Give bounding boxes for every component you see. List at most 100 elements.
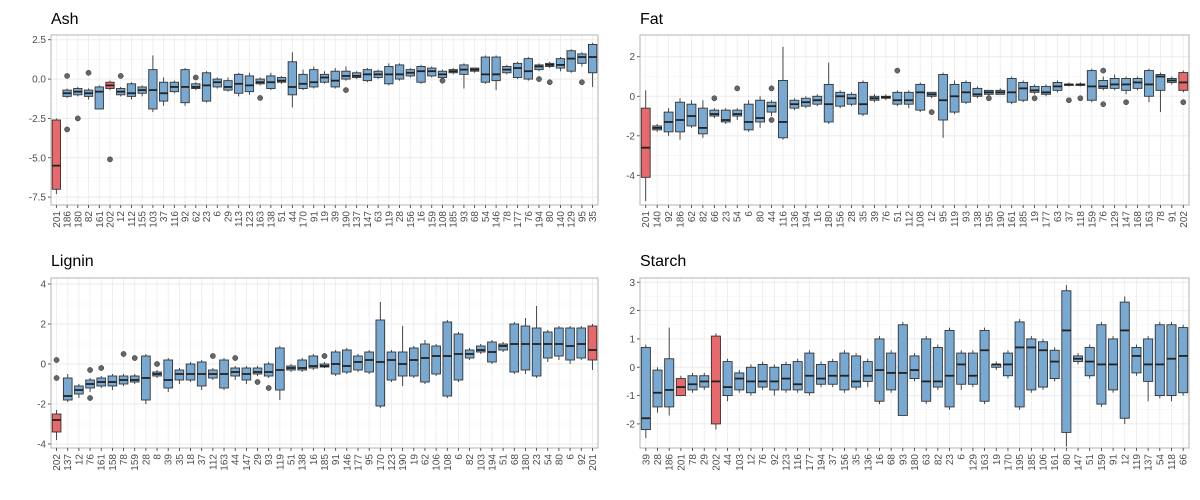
x-tick-label-lignin: 146 [342, 454, 353, 471]
x-tick-label-ash: 194 [535, 211, 546, 228]
box-fat-108 [915, 83, 926, 111]
box-starch-116 [792, 361, 803, 391]
x-tick-label-ash: 93 [459, 211, 470, 223]
y-tick-label-ash: 2.5 [32, 35, 46, 46]
x-tick-label-lignin: 202 [52, 454, 63, 471]
box-starch-161 [1049, 349, 1060, 380]
x-tick-label-starch: 12 [1120, 454, 1131, 466]
x-tick-label-ash: 37 [159, 211, 170, 223]
x-tick-label-fat: 186 [676, 211, 687, 228]
x-tick-label-lignin: 170 [376, 454, 387, 471]
outlier-point [1066, 97, 1072, 104]
x-tick-label-lignin: 138 [298, 454, 309, 471]
y-tick-label-starch: 0 [629, 363, 635, 374]
x-tick-label-lignin: 29 [253, 454, 264, 466]
x-tick-label-fat: 185 [1019, 211, 1030, 228]
chart-title-lignin: Lignin [51, 253, 94, 270]
x-tick-label-starch: 159 [1097, 454, 1108, 471]
box-starch-202 [710, 335, 721, 425]
y-tick-label-ash: 0.0 [32, 75, 46, 86]
outlier-point [1100, 101, 1107, 108]
x-tick-label-ash: 112 [127, 211, 138, 227]
x-tick-label-fat: 138 [973, 211, 984, 228]
box-lignin-103 [475, 345, 486, 353]
outlier-point [1031, 95, 1038, 102]
outlier-point [120, 351, 127, 357]
box-fat-177 [1041, 85, 1051, 95]
x-tick-label-starch: 163 [980, 454, 991, 471]
box-starch-68 [886, 352, 897, 391]
outlier-point [894, 67, 901, 74]
x-tick-label-starch: 123 [782, 454, 793, 471]
x-tick-label-ash: 95 [577, 211, 588, 223]
x-tick-label-lignin: 76 [86, 454, 97, 466]
box-starch-78 [687, 375, 698, 391]
x-tick-label-fat: 93 [961, 211, 972, 223]
box-starch-12 [745, 366, 756, 394]
x-tick-label-fat: 112 [904, 211, 915, 227]
box-ash-177 [512, 62, 523, 78]
box-lignin-19 [409, 347, 419, 377]
x-tick-label-ash: 159 [427, 211, 438, 228]
box-ash-161 [94, 86, 104, 110]
x-tick-label-fat: 136 [790, 211, 801, 228]
x-tick-label-ash: 35 [588, 211, 599, 223]
box-fat-202 [1178, 72, 1189, 91]
box-fat-163 [1144, 70, 1154, 97]
box-starch-195 [1014, 321, 1025, 408]
x-tick-label-starch: 93 [898, 454, 909, 466]
box-lignin-35 [174, 369, 185, 381]
box-fat-66 [709, 109, 720, 117]
x-tick-label-fat: 76 [1099, 211, 1110, 223]
x-tick-label-ash: 161 [95, 211, 106, 228]
box-lignin-159 [129, 375, 140, 383]
x-tick-label-ash: 155 [138, 211, 149, 228]
x-tick-label-starch: 51 [1085, 454, 1096, 466]
y-tick-label-fat: -4 [626, 171, 635, 182]
box-ash-44 [287, 61, 297, 96]
box-lignin-170 [375, 319, 386, 407]
x-tick-label-ash: 113 [234, 211, 245, 227]
box-ash-91 [309, 69, 319, 88]
box-starch-37 [827, 361, 838, 385]
x-tick-label-fat: 190 [996, 211, 1007, 228]
box-lignin-54 [542, 331, 553, 359]
box-starch-129 [967, 352, 978, 385]
x-tick-label-fat: 63 [1053, 211, 1064, 223]
x-tick-label-lignin: 201 [588, 454, 599, 471]
outlier-point [154, 361, 160, 367]
x-tick-label-fat: 177 [1042, 211, 1053, 228]
x-tick-label-lignin: 8 [153, 454, 164, 460]
x-tick-label-ash: 44 [288, 211, 299, 223]
box-fat-180 [823, 83, 834, 123]
x-tick-label-ash: 190 [341, 211, 352, 228]
box-fat-78 [1155, 74, 1166, 91]
x-tick-label-lignin: 119 [275, 454, 286, 470]
x-tick-label-ash: 202 [105, 211, 116, 228]
box-ash-112 [126, 83, 137, 97]
x-tick-label-ash: 23 [202, 211, 213, 223]
x-tick-label-lignin: 123 [387, 454, 398, 471]
x-tick-label-lignin: 18 [186, 454, 197, 466]
x-tick-label-ash: 12 [116, 211, 127, 223]
x-tick-label-lignin: 159 [130, 454, 141, 471]
x-tick-label-lignin: 6 [454, 454, 465, 460]
panel-background-fat [640, 35, 1189, 205]
box-fat-116 [778, 80, 788, 139]
box-starch-185 [1026, 338, 1037, 391]
box-fat-76 [1098, 80, 1109, 89]
x-tick-label-starch: 35 [852, 454, 863, 466]
x-tick-label-starch: 29 [700, 454, 711, 466]
x-tick-label-fat: 147 [1122, 211, 1133, 228]
x-tick-label-fat: 80 [756, 211, 767, 223]
x-tick-label-fat: 28 [847, 211, 858, 223]
box-ash-201 [51, 119, 61, 190]
box-ash-129 [566, 50, 576, 72]
box-starch-39 [640, 346, 651, 431]
x-tick-label-lignin: 147 [242, 454, 253, 471]
box-starch-136 [862, 361, 873, 382]
box-starch-54 [1154, 324, 1165, 397]
y-tick-label-starch: 1 [629, 334, 635, 345]
box-lignin-158 [107, 375, 118, 387]
